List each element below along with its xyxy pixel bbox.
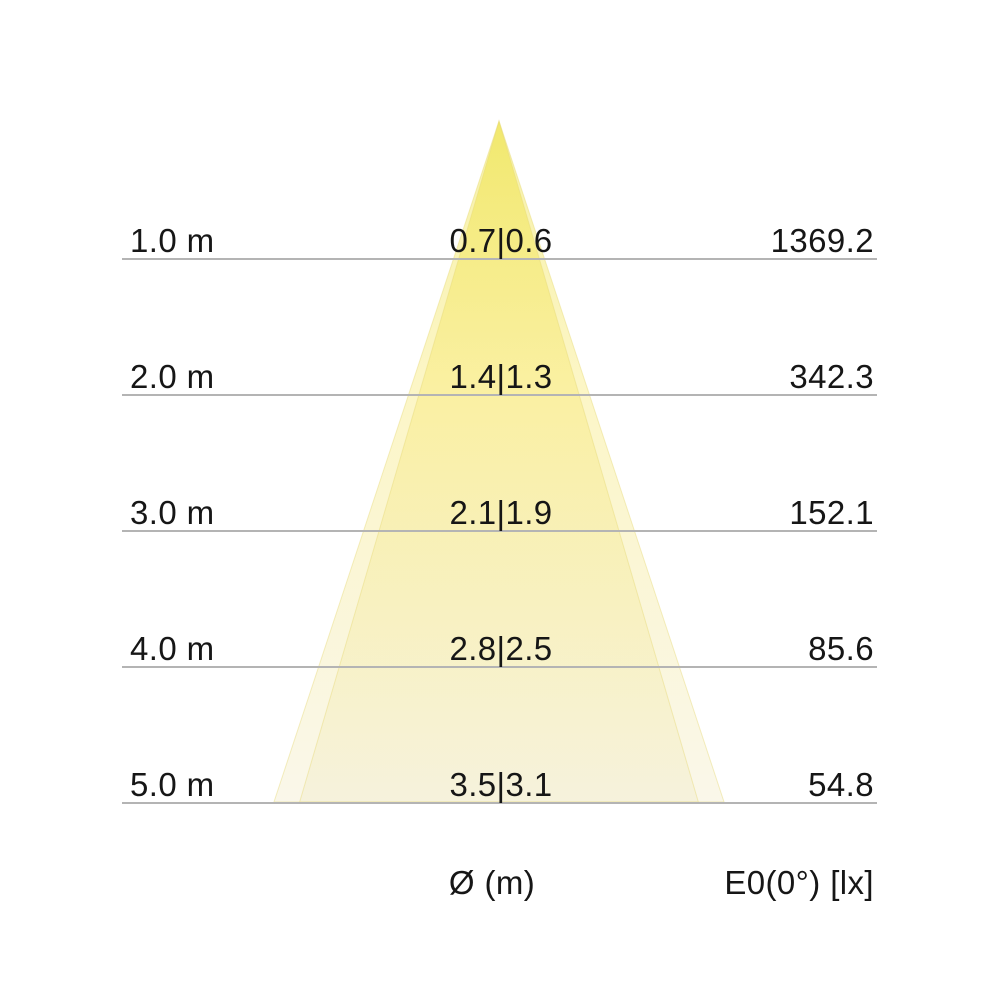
illuminance-value: 54.8 bbox=[808, 766, 874, 803]
illuminance-value: 1369.2 bbox=[770, 222, 874, 259]
distance-grid-line bbox=[122, 666, 877, 668]
illuminance-value: 85.6 bbox=[808, 630, 874, 667]
illuminance-value: 342.3 bbox=[789, 358, 874, 395]
distance-grid-line bbox=[122, 802, 877, 804]
distance-label: 5.0 m bbox=[130, 766, 215, 803]
illuminance-value: 152.1 bbox=[789, 494, 874, 531]
distance-label: 3.0 m bbox=[130, 494, 215, 531]
distance-label: 4.0 m bbox=[130, 630, 215, 667]
distance-grid-line bbox=[122, 394, 877, 396]
illuminance-column-header: E0(0°) [lx] bbox=[724, 864, 874, 901]
beam-diameter-value: 2.1|1.9 bbox=[449, 494, 553, 531]
diameter-column-header: Ø (m) bbox=[448, 864, 536, 901]
beam-diameter-value: 3.5|3.1 bbox=[449, 766, 553, 803]
beam-diameter-value: 2.8|2.5 bbox=[449, 630, 553, 667]
distance-label: 2.0 m bbox=[130, 358, 215, 395]
beam-diameter-value: 1.4|1.3 bbox=[449, 358, 553, 395]
distance-label: 1.0 m bbox=[130, 222, 215, 259]
distance-grid-line bbox=[122, 530, 877, 532]
beam-diameter-value: 0.7|0.6 bbox=[449, 222, 553, 259]
distance-grid-line bbox=[122, 258, 877, 260]
